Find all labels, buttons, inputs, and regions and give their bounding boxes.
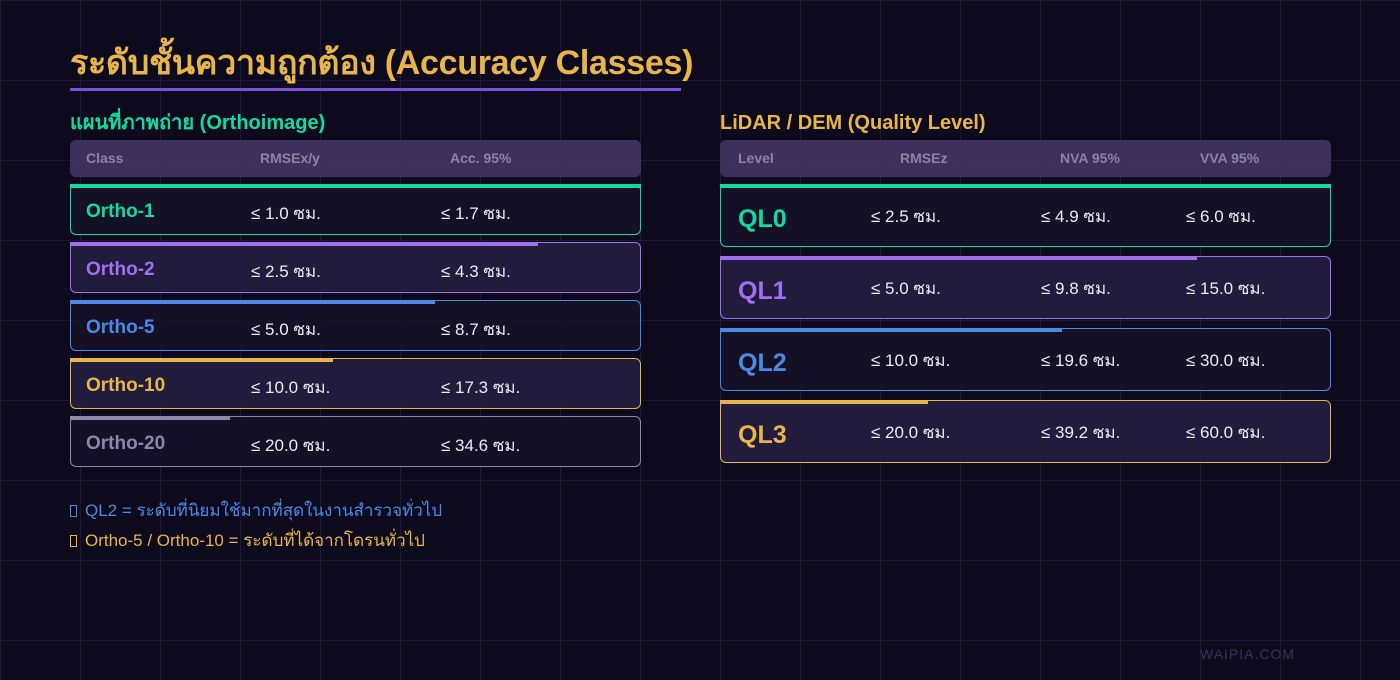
nva95-value: ≤ 4.9 ซม. (1041, 207, 1111, 226)
quality-bar (720, 328, 1063, 332)
header-acc95: Acc. 95% (450, 150, 512, 166)
rmse-z-value: ≤ 10.0 ซม. (871, 351, 951, 370)
accuracy-bar (70, 300, 436, 304)
watermark: WAIPIA.COM (1200, 646, 1296, 662)
note-prefix: Ortho-5 / Ortho-10 = (85, 531, 244, 550)
quality-bar (720, 184, 1331, 188)
table-row: QL0 ≤ 2.5 ซม. ≤ 4.9 ซม. ≤ 6.0 ซม. (720, 184, 1331, 247)
vva95-value: ≤ 60.0 ซม. (1186, 423, 1266, 442)
rmse-value: ≤ 5.0 ซม. (251, 320, 321, 339)
note-ortho: Ortho-5 / Ortho-10 = ระดับที่ได้จากโดรนท… (70, 527, 425, 554)
acc95-value: ≤ 34.6 ซม. (441, 436, 521, 455)
level-name: QL2 (738, 349, 787, 377)
ortho-section-title: แผนที่ภาพถ่าย (Orthoimage) (70, 112, 326, 134)
header-level: Level (738, 150, 774, 166)
table-row: Ortho-2 ≤ 2.5 ซม. ≤ 4.3 ซม. (70, 242, 641, 293)
table-row: QL3 ≤ 20.0 ซม. ≤ 39.2 ซม. ≤ 60.0 ซม. (720, 400, 1331, 463)
rmse-z-value: ≤ 20.0 ซม. (871, 423, 951, 442)
rmse-value: ≤ 20.0 ซม. (251, 436, 331, 455)
vva95-value: ≤ 15.0 ซม. (1186, 279, 1266, 298)
accuracy-bar (70, 358, 333, 362)
header-rmse-z: RMSEz (900, 150, 948, 166)
vva95-value: ≤ 6.0 ซม. (1186, 207, 1256, 226)
note-bullet-icon (70, 535, 77, 547)
table-row: Ortho-5 ≤ 5.0 ซม. ≤ 8.7 ซม. (70, 300, 641, 351)
accuracy-bar (70, 242, 539, 246)
class-name: Ortho-1 (86, 201, 155, 222)
nva95-value: ≤ 19.6 ซม. (1041, 351, 1121, 370)
note-ql2: QL2 = ระดับที่นิยมใช้มากที่สุดในงานสำรวจ… (70, 497, 442, 524)
header-class: Class (86, 150, 124, 166)
class-name: Ortho-5 (86, 317, 155, 338)
table-row: QL2 ≤ 10.0 ซม. ≤ 19.6 ซม. ≤ 30.0 ซม. (720, 328, 1331, 391)
note-text: ระดับที่ได้จากโดรนทั่วไป (243, 531, 425, 550)
note-text: ระดับที่นิยมใช้มากที่สุดในงานสำรวจทั่วไป (136, 501, 443, 520)
nva95-value: ≤ 39.2 ซม. (1041, 423, 1121, 442)
note-prefix: QL2 = (85, 501, 137, 520)
rmse-value: ≤ 1.0 ซม. (251, 204, 321, 223)
class-name: Ortho-10 (86, 375, 166, 396)
accuracy-bar (70, 184, 641, 188)
level-name: QL0 (738, 205, 787, 233)
title-underline (70, 88, 681, 91)
level-name: QL3 (738, 421, 787, 449)
class-name: Ortho-20 (86, 433, 166, 454)
quality-bar (720, 400, 928, 404)
acc95-value: ≤ 17.3 ซม. (441, 378, 521, 397)
acc95-value: ≤ 1.7 ซม. (441, 204, 511, 223)
header-nva95: NVA 95% (1060, 150, 1120, 166)
rmse-value: ≤ 2.5 ซม. (251, 262, 321, 281)
header-rmse-xy: RMSEx/y (260, 150, 320, 166)
ortho-table-header: Class RMSEx/y Acc. 95% (70, 140, 641, 177)
level-name: QL1 (738, 277, 787, 305)
lidar-section-title: LiDAR / DEM (Quality Level) (720, 112, 986, 134)
lidar-table-header: Level RMSEz NVA 95% VVA 95% (720, 140, 1331, 177)
vva95-value: ≤ 30.0 ซม. (1186, 351, 1266, 370)
rmse-value: ≤ 10.0 ซม. (251, 378, 331, 397)
header-vva95: VVA 95% (1200, 150, 1260, 166)
table-row: Ortho-1 ≤ 1.0 ซม. ≤ 1.7 ซม. (70, 184, 641, 235)
acc95-value: ≤ 8.7 ซม. (441, 320, 511, 339)
accuracy-bar (70, 416, 230, 420)
table-row: QL1 ≤ 5.0 ซม. ≤ 9.8 ซม. ≤ 15.0 ซม. (720, 256, 1331, 319)
acc95-value: ≤ 4.3 ซม. (441, 262, 511, 281)
note-bullet-icon (70, 505, 77, 517)
table-row: Ortho-20 ≤ 20.0 ซม. ≤ 34.6 ซม. (70, 416, 641, 467)
table-row: Ortho-10 ≤ 10.0 ซม. ≤ 17.3 ซม. (70, 358, 641, 409)
quality-bar (720, 256, 1197, 260)
class-name: Ortho-2 (86, 259, 155, 280)
nva95-value: ≤ 9.8 ซม. (1041, 279, 1111, 298)
rmse-z-value: ≤ 2.5 ซม. (871, 207, 941, 226)
page-title: ระดับชั้นความถูกต้อง (Accuracy Classes) (70, 44, 694, 82)
rmse-z-value: ≤ 5.0 ซม. (871, 279, 941, 298)
